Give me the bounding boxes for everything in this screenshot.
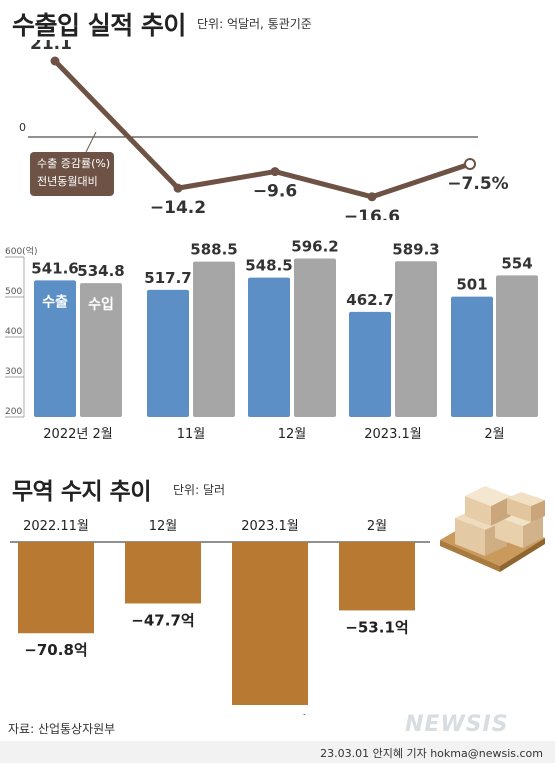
balance-category-label: 2023.1월 xyxy=(241,519,298,534)
export-value-label: 541.6 xyxy=(31,259,78,277)
x-category-label: 2023.1월 xyxy=(364,427,421,442)
unit-label: 단위: 억달러, 통관기준 xyxy=(197,17,312,31)
import-value-label: 588.5 xyxy=(190,241,237,259)
x-category-label: 12월 xyxy=(278,427,307,442)
line-value-label: −14.2 xyxy=(150,198,206,218)
credit-line: 23.03.01 안지혜 기자 hokma@newsis.com xyxy=(320,747,543,760)
line-value-label: 21.1 xyxy=(30,40,72,54)
trade-balance-title: 무역 수지 추이 xyxy=(12,479,151,505)
line-point xyxy=(173,183,183,193)
balance-value-label: −126.5억 xyxy=(233,713,307,715)
export-growth-line xyxy=(53,59,471,200)
line-point xyxy=(270,167,280,177)
y-tick-label: 300 xyxy=(5,367,22,377)
import-value-label: 589.3 xyxy=(392,240,439,258)
balance-category-label: 12월 xyxy=(149,519,178,534)
y-tick-label: 400 xyxy=(5,327,22,337)
import-bar xyxy=(496,275,538,417)
export-bar xyxy=(451,296,493,417)
page-title: 수출입 실적 추이 xyxy=(12,11,186,40)
line-value-label: −9.6 xyxy=(253,182,297,202)
export-bar xyxy=(34,280,76,417)
line-point xyxy=(464,158,476,171)
line-value-label: −16.6 xyxy=(344,207,400,220)
trade-balance-bar-chart: 2022.11월 −70.8억 12월 −47.7억 2023.1월 −126.5억 2월 −… xyxy=(10,519,430,715)
export-bar xyxy=(349,311,391,417)
export-value-label: 517.7 xyxy=(144,269,191,287)
import-value-label: 596.2 xyxy=(291,238,338,256)
export-value-label: 501 xyxy=(456,276,487,294)
export-value-label: 462.7 xyxy=(346,291,393,309)
line-point xyxy=(50,56,60,66)
trade-balance-unit: 단위: 달러 xyxy=(173,483,226,497)
export-bar xyxy=(147,289,189,417)
legend-line1: 수출 증감률(%) xyxy=(37,157,111,170)
balance-category-label: 2022.11월 xyxy=(23,519,89,534)
balance-value-label: −53.1억 xyxy=(345,618,408,636)
balance-bar xyxy=(18,542,94,634)
legend-leader-line xyxy=(85,131,97,153)
x-category-label: 2022년 2월 xyxy=(43,427,112,442)
balance-value-label: −47.7억 xyxy=(131,611,194,629)
line-legend-box xyxy=(30,152,114,196)
credit-bar xyxy=(0,741,555,763)
line-value-label: −7.5% xyxy=(447,174,508,194)
import-bar xyxy=(294,258,336,417)
export-growth-line-chart: 0 21.1 −14.2 −9.6 −16.6 −7.5% xyxy=(19,40,509,220)
x-category-label: 11월 xyxy=(177,427,206,442)
legend-line2: 전년동월대비 xyxy=(37,175,98,188)
y-tick-label: 600(억) xyxy=(5,245,37,257)
import-series-label: 수입 xyxy=(88,297,114,313)
cargo-pallet-illustration xyxy=(440,486,545,572)
balance-bar xyxy=(232,542,308,705)
import-bar xyxy=(193,261,235,417)
import-bar xyxy=(395,261,437,417)
export-series-label: 수출 xyxy=(42,293,68,310)
y-tick-label: 500 xyxy=(5,287,22,297)
balance-bar xyxy=(125,542,201,604)
import-value-label: 554 xyxy=(501,254,532,272)
balance-value-label: −70.8억 xyxy=(24,641,87,659)
source-note: 자료: 산업통상자원부 xyxy=(8,722,116,736)
import-value-label: 534.8 xyxy=(77,262,124,280)
import-bar xyxy=(80,283,122,417)
zero-axis-label: 0 xyxy=(19,121,26,134)
x-category-label: 2월 xyxy=(484,427,504,442)
balance-bar xyxy=(339,542,415,611)
line-point xyxy=(367,192,377,202)
export-bar xyxy=(248,277,290,417)
balance-category-label: 2월 xyxy=(367,519,387,534)
y-tick-label: 200 xyxy=(5,407,22,417)
export-value-label: 548.5 xyxy=(245,257,292,275)
newsis-logo: NEWSIS xyxy=(405,712,509,737)
